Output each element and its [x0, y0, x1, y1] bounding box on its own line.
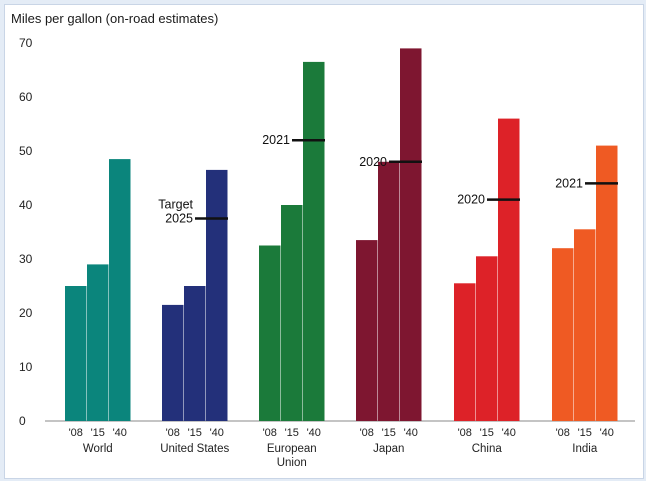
year-tick-label: '40	[307, 427, 321, 439]
year-tick-label: '15	[382, 427, 396, 439]
bar	[400, 48, 422, 422]
bar	[184, 286, 206, 421]
y-tick-label: 0	[19, 414, 26, 428]
year-tick-label: '15	[480, 427, 494, 439]
target-label: 2020	[457, 193, 485, 207]
region-label: Union	[277, 457, 307, 469]
region-label: United States	[160, 443, 229, 455]
year-tick-label: '15	[578, 427, 592, 439]
year-tick-label: '15	[285, 427, 299, 439]
region-label: India	[572, 443, 598, 455]
target-label: 2021	[555, 176, 583, 190]
year-tick-label: '15	[188, 427, 202, 439]
bar	[109, 159, 131, 421]
bar	[476, 256, 498, 421]
fuel-economy-chart: Miles per gallon (on-road estimates) 0 10 2…	[11, 11, 635, 469]
region-label: European	[267, 443, 317, 455]
year-tick-label: '08	[458, 427, 472, 439]
bar	[281, 205, 303, 421]
bar	[162, 304, 184, 421]
target-label: 2025	[165, 212, 193, 226]
bar	[596, 145, 618, 421]
year-tick-label: '40	[113, 427, 127, 439]
y-tick-label: 50	[19, 144, 33, 158]
y-tick-label: 10	[19, 360, 33, 374]
year-tick-label: '40	[502, 427, 516, 439]
year-tick-label: '08	[166, 427, 180, 439]
year-tick-label: '08	[69, 427, 83, 439]
y-axis-title: Miles per gallon (on-road estimates)	[11, 11, 218, 26]
y-tick-label: 30	[19, 252, 33, 266]
bar	[378, 161, 400, 422]
y-tick-label: 60	[19, 90, 33, 104]
region-label: China	[472, 443, 503, 455]
year-tick-label: '40	[600, 427, 614, 439]
year-tick-label: '40	[210, 427, 224, 439]
year-tick-label: '15	[91, 427, 105, 439]
year-tick-label: '08	[556, 427, 570, 439]
bar	[454, 283, 476, 421]
bar	[552, 248, 574, 421]
region-label: Japan	[373, 443, 404, 455]
target-label: Target	[158, 198, 193, 212]
bar	[574, 229, 596, 421]
y-tick-label: 40	[19, 198, 33, 212]
bar	[303, 61, 325, 422]
bar	[206, 169, 228, 421]
target-label: 2020	[359, 155, 387, 169]
bar	[259, 245, 281, 421]
bar	[356, 240, 378, 421]
year-tick-label: '08	[360, 427, 374, 439]
bar	[65, 286, 87, 421]
target-label: 2021	[262, 133, 290, 147]
year-tick-label: '08	[263, 427, 277, 439]
chart-frame: Miles per gallon (on-road estimates) 0 10 2…	[4, 4, 644, 479]
year-tick-label: '40	[404, 427, 418, 439]
y-tick-label: 70	[19, 36, 33, 50]
y-tick-label: 20	[19, 306, 33, 320]
bar	[87, 264, 109, 421]
region-label: World	[83, 443, 113, 455]
bar	[498, 118, 520, 421]
